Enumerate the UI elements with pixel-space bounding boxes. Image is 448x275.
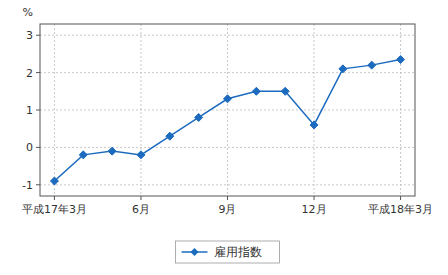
tick-label: 12月	[302, 203, 327, 216]
tick-label: 0	[26, 141, 33, 154]
marker	[195, 113, 203, 121]
marker	[50, 177, 58, 185]
tick	[36, 147, 40, 148]
marker	[224, 95, 232, 103]
marker	[137, 151, 145, 159]
marker	[166, 132, 174, 140]
axis-label: %	[23, 6, 33, 19]
tick-label: 3	[26, 29, 33, 42]
tick-label: -1	[22, 179, 33, 192]
legend: 雇用指数	[176, 241, 280, 263]
grid-line	[140, 24, 141, 196]
tick	[314, 196, 315, 200]
tick	[140, 196, 141, 200]
grid-line	[54, 24, 55, 196]
legend-label: 雇用指数	[214, 245, 262, 259]
tick	[400, 196, 401, 200]
grid-line	[40, 147, 415, 148]
tick	[36, 184, 40, 185]
tick	[227, 196, 228, 200]
chart-container: -1 0 1 2 3 平成17年3月 6月 9月 12月 平成18年3月% 雇用指数	[0, 0, 448, 275]
marker	[108, 147, 116, 155]
tick-label: 平成18年3月	[368, 203, 433, 216]
marker	[79, 151, 87, 159]
marker	[281, 87, 289, 95]
tick	[54, 196, 55, 200]
tick	[36, 110, 40, 111]
tick	[36, 72, 40, 73]
tick-label: 1	[26, 104, 33, 117]
tick-label: 平成17年3月	[22, 203, 87, 216]
marker	[397, 56, 405, 64]
chart: -1 0 1 2 3 平成17年3月 6月 9月 12月 平成18年3月% 雇用指数	[0, 0, 448, 275]
grid-line	[400, 24, 401, 196]
tick	[36, 35, 40, 36]
grid-line	[40, 35, 415, 36]
marker	[252, 87, 260, 95]
grid-line	[227, 24, 228, 196]
legend-marker	[191, 248, 199, 256]
marker	[339, 65, 347, 73]
tick-label: 9月	[219, 203, 237, 216]
tick-label: 6月	[132, 203, 150, 216]
legend-frame	[176, 241, 280, 263]
marker	[368, 61, 376, 69]
plot-area	[50, 56, 404, 186]
plot-frame	[40, 24, 415, 196]
line	[54, 60, 400, 182]
grid-line	[314, 24, 315, 196]
tick-label: 2	[26, 67, 33, 80]
marker	[310, 121, 318, 129]
